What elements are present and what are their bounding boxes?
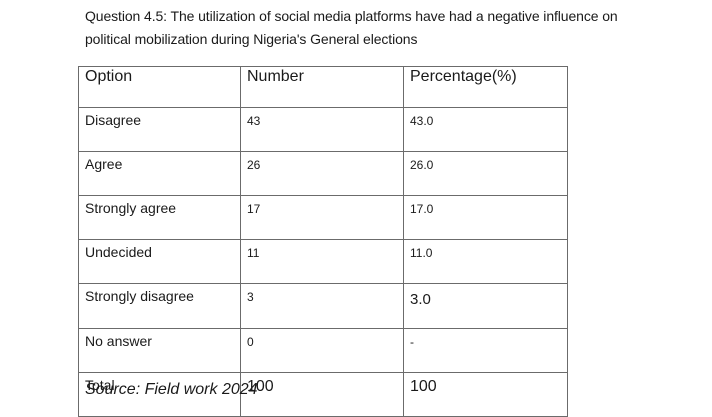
table-caption: Question 4.5: The utilization of social … bbox=[85, 5, 685, 51]
number-cell: 3 bbox=[240, 283, 404, 329]
table-row: Disagree 43 43.0 bbox=[78, 107, 568, 152]
total-percentage: 100 bbox=[403, 372, 568, 417]
option-cell: No answer bbox=[78, 328, 241, 373]
header-number: Number bbox=[240, 66, 404, 108]
percentage-cell: - bbox=[403, 328, 568, 373]
number-cell: 11 bbox=[240, 239, 404, 284]
table-row: Undecided 11 11.0 bbox=[78, 239, 568, 284]
percentage-cell: 11.0 bbox=[403, 239, 568, 284]
total-number: 100 bbox=[240, 372, 404, 417]
option-cell: Disagree bbox=[78, 107, 241, 152]
number-cell: 43 bbox=[240, 107, 404, 152]
percentage-cell: 3.0 bbox=[403, 283, 568, 329]
percentage-cell: 17.0 bbox=[403, 195, 568, 240]
source-note: Source: Field work 2024 bbox=[85, 381, 258, 398]
table-row: Strongly disagree 3 3.0 bbox=[78, 283, 568, 329]
option-cell: Strongly agree bbox=[78, 195, 241, 240]
caption-line-2: political mobilization during Nigeria's … bbox=[85, 31, 418, 47]
caption-line-1: Question 4.5: The utilization of social … bbox=[85, 8, 618, 24]
table-row: Strongly agree 17 17.0 bbox=[78, 195, 568, 240]
percentage-cell: 26.0 bbox=[403, 151, 568, 196]
header-option: Option bbox=[78, 66, 241, 108]
number-cell: 17 bbox=[240, 195, 404, 240]
option-cell: Undecided bbox=[78, 239, 241, 284]
table-row: Agree 26 26.0 bbox=[78, 151, 568, 196]
table-header-row: Option Number Percentage(%) bbox=[78, 66, 568, 108]
header-percentage: Percentage(%) bbox=[403, 66, 568, 108]
option-cell: Agree bbox=[78, 151, 241, 196]
option-cell: Strongly disagree bbox=[78, 283, 241, 329]
table-row: No answer 0 - bbox=[78, 328, 568, 373]
percentage-cell: 43.0 bbox=[403, 107, 568, 152]
survey-table: Option Number Percentage(%) Disagree 43 … bbox=[78, 66, 568, 417]
number-cell: 0 bbox=[240, 328, 404, 373]
number-cell: 26 bbox=[240, 151, 404, 196]
